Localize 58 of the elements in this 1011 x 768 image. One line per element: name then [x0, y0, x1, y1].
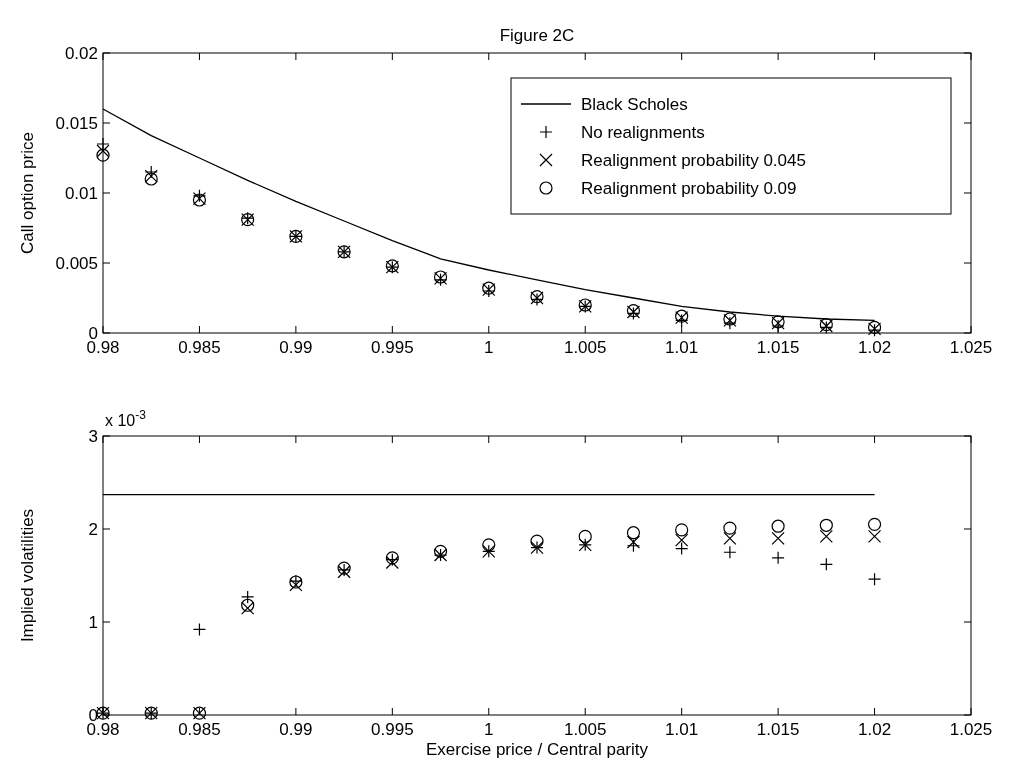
x-tick-label: 1 — [484, 338, 494, 357]
legend-label: No realignments — [581, 123, 705, 142]
point — [723, 531, 737, 545]
x-tick-label: 1.01 — [665, 338, 699, 357]
x-tick-label: 0.995 — [371, 338, 414, 357]
point — [819, 529, 833, 544]
text: x 10$^{-3}$ — [105, 408, 147, 429]
x-tick-label: 0.98 — [86, 720, 120, 739]
y-tick-label: 0.015 — [55, 114, 98, 133]
x-tick-label: 0.99 — [279, 720, 313, 739]
point — [819, 518, 833, 532]
x-tick-label: 1.02 — [858, 338, 892, 357]
point — [675, 523, 689, 537]
y-tick-label: 0.01 — [64, 184, 98, 203]
x-tick-label: 1.01 — [665, 720, 699, 739]
point — [626, 539, 641, 553]
x-tick-label: 1.005 — [563, 720, 607, 739]
point — [867, 517, 882, 531]
x-tick-label: 0.985 — [178, 720, 221, 739]
point — [675, 541, 689, 556]
point — [819, 557, 833, 571]
x-tick-label: 0.98 — [86, 338, 120, 357]
y-axis-title: Implied volatilities — [18, 508, 37, 643]
point — [867, 529, 882, 544]
y-axis-title: Call option price — [18, 132, 37, 254]
y-tick-label: 3 — [88, 427, 98, 446]
point — [192, 622, 207, 637]
x-tick-label: 1.015 — [756, 720, 800, 739]
point — [867, 572, 882, 586]
point — [723, 545, 737, 559]
point — [675, 533, 689, 547]
point — [626, 535, 641, 549]
point — [771, 531, 785, 545]
x-tick-label: 1.025 — [949, 338, 993, 357]
x-tick-label: 0.99 — [279, 338, 313, 357]
x-tick-label: 1.015 — [756, 338, 800, 357]
y-tick-label: 0.005 — [55, 254, 98, 273]
y-tick-label: 0.02 — [64, 44, 98, 63]
x-tick-label: 0.985 — [178, 338, 221, 357]
legend-label: Black Scholes — [581, 95, 688, 114]
point — [289, 578, 303, 592]
y-tick-label: 2 — [88, 520, 98, 539]
point — [771, 519, 785, 533]
point — [723, 521, 737, 535]
point — [626, 526, 641, 540]
x-tick-label: 1 — [484, 720, 494, 739]
point — [433, 544, 448, 558]
y-tick-label: 1 — [88, 613, 98, 632]
x-tick-label: 1.005 — [563, 338, 607, 357]
x-tick-label: 1.02 — [858, 720, 892, 739]
x-axis-title: Exercise price / Central parity — [425, 740, 649, 759]
point — [96, 148, 110, 162]
x-tick-label: 1.025 — [949, 720, 993, 739]
x-tick-label: 0.995 — [371, 720, 414, 739]
legend-label: Realignment probability 0.09 — [581, 179, 797, 198]
legend-label: Realignment probability 0.045 — [581, 151, 806, 170]
point — [771, 551, 785, 565]
chart-title: Figure 2C — [499, 26, 575, 45]
